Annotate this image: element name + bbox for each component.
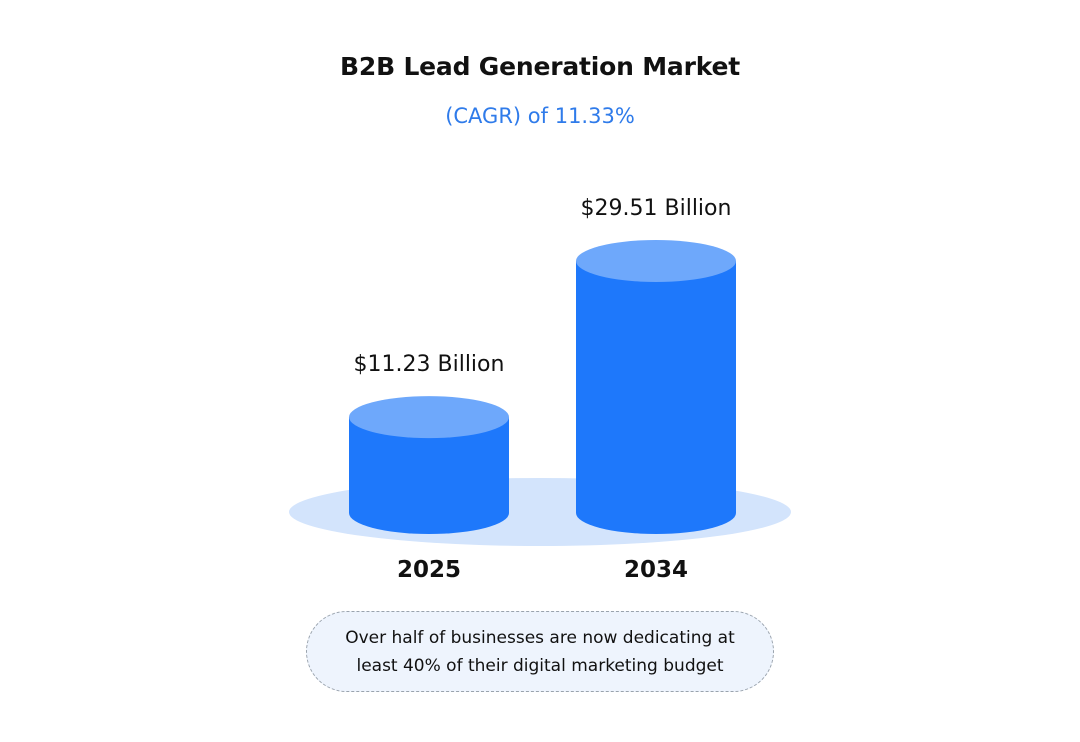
- note-box: Over half of businesses are now dedicati…: [306, 611, 774, 692]
- x-tick-label-2025: 2025: [397, 557, 461, 583]
- note-text: Over half of businesses are now dedicati…: [345, 627, 735, 676]
- bar-2025: [349, 417, 509, 534]
- x-tick-label-2034: 2034: [624, 557, 688, 583]
- chart-subtitle: (CAGR) of 11.33%: [445, 104, 635, 128]
- bar-2034: [576, 261, 736, 534]
- chart-title: B2B Lead Generation Market: [340, 52, 740, 81]
- data-label-2034: $29.51 Billion: [581, 196, 732, 221]
- bar-top-2025: [349, 396, 509, 439]
- bar-top-2034: [576, 240, 736, 282]
- data-label-2025: $11.23 Billion: [354, 352, 505, 377]
